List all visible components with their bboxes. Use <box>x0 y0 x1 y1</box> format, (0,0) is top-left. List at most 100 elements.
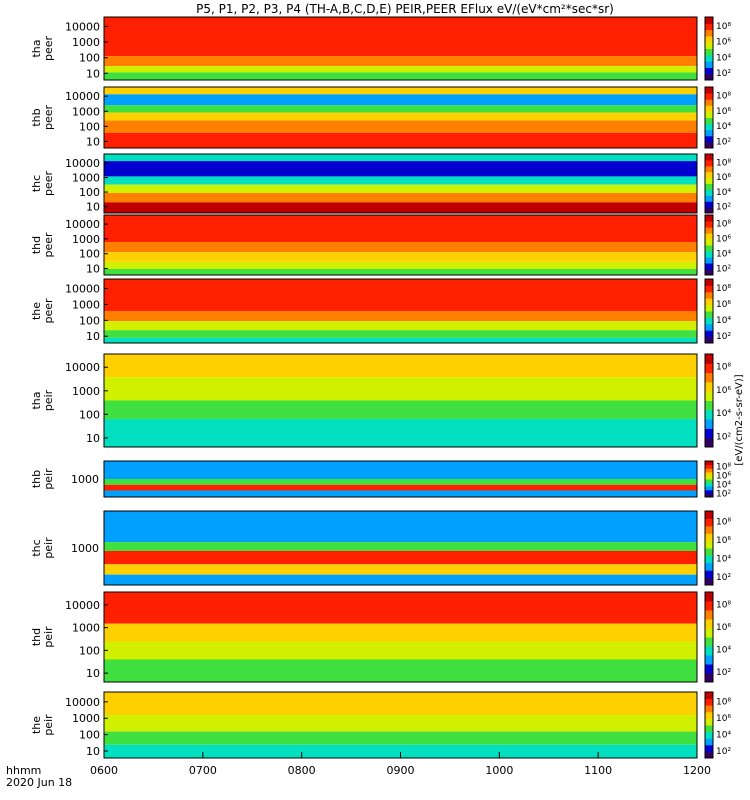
probe-label: thb <box>30 108 43 126</box>
colorbar-segment <box>705 592 713 602</box>
spectrogram-panel: 10 100 1000 10000 thbpeer 10² 10⁴ 10⁶ 10⁸ <box>30 86 731 149</box>
colorbar-segment <box>705 475 713 480</box>
colorbar-segment <box>705 207 713 214</box>
panel-label: thepeer <box>30 298 55 324</box>
colorbar-segment <box>705 42 713 49</box>
spectrogram-band <box>104 692 697 716</box>
colorbar-segment <box>705 154 713 161</box>
colorbar-segment <box>705 562 713 571</box>
colorbar-segment <box>705 239 713 246</box>
y-tick-label: 10000 <box>65 283 100 296</box>
spectrogram-band <box>104 321 697 331</box>
panel-label: thbpeer <box>30 105 55 131</box>
colorbar-segment <box>705 744 713 752</box>
time-axis-label: hhmm <box>6 764 41 777</box>
colorbar-segment <box>705 419 713 429</box>
colorbar-tick-label: 10⁶ <box>716 623 731 633</box>
y-tick-label: 1000 <box>71 473 99 486</box>
probe-label: thc <box>30 175 43 192</box>
colorbar-frame <box>704 510 714 586</box>
colorbar-segment <box>705 464 713 469</box>
colorbar-tick-label: 10⁴ <box>716 122 731 132</box>
colorbar-segment <box>705 227 713 234</box>
colorbar-tick-label: 10² <box>716 265 731 275</box>
colorbar-tick-label: 10⁶ <box>716 107 731 117</box>
colorbar-segment <box>705 54 713 62</box>
colorbar-segment <box>705 311 713 318</box>
colorbar-tick-label: 10⁴ <box>716 316 731 326</box>
y-tick-label: 10000 <box>65 157 100 170</box>
panel-label: thapeer <box>30 36 55 62</box>
colorbar-segment <box>705 87 713 94</box>
colorbar-segment <box>705 493 713 498</box>
colorbar-segment <box>705 738 713 746</box>
colorbar-segment <box>705 201 713 208</box>
colorbar-segment <box>705 105 713 112</box>
probe-label: thb <box>30 470 43 488</box>
spectrogram-band <box>104 112 697 121</box>
colorbar-segment <box>705 336 713 344</box>
spectrogram-panel: 10 100 1000 10000 thdpeir 10² 10⁴ 10⁶ 10⁸ <box>30 591 731 683</box>
x-tick-label: 1000 <box>485 764 513 777</box>
colorbar-tick-label: 10⁶ <box>716 38 731 48</box>
colorbar-segment <box>705 263 713 270</box>
panel-label: thcpeer <box>30 171 55 197</box>
colorbar-tick-label: 10⁸ <box>716 22 731 32</box>
y-tick-label: 1000 <box>72 622 100 635</box>
spectrogram-panel: 10 100 1000 10000 thepeir 10² 10⁴ 10⁶ 10⁸ <box>30 691 731 759</box>
colorbar-segment <box>705 533 713 542</box>
spectrogram-band <box>104 542 697 551</box>
spectrogram-band <box>104 215 697 242</box>
colorbar-tick-label: 10⁴ <box>716 730 731 740</box>
colorbar-segment <box>705 177 713 184</box>
colorbar-frame <box>704 353 714 448</box>
colorbar-segment <box>705 363 713 374</box>
colorbar-tick-label: 10⁴ <box>716 53 731 63</box>
colorbar-segment <box>705 233 713 240</box>
colorbar-segment <box>705 245 713 252</box>
x-tick-label: 0900 <box>387 764 415 777</box>
colorbar-segment <box>705 304 713 312</box>
spectrogram-band <box>104 66 697 73</box>
colorbar-segment <box>705 330 713 338</box>
colorbar-segment <box>705 711 713 719</box>
colorbar-segment <box>705 317 713 325</box>
spectrogram-band <box>104 354 697 378</box>
spectrogram-band <box>104 252 697 262</box>
colorbar-frame <box>704 16 714 81</box>
y-tick-label: 100 <box>79 644 100 657</box>
spectrogram-band <box>104 161 697 177</box>
colorbar-tick-label: 10² <box>716 69 731 79</box>
colorbar-tick-label: 10² <box>716 490 731 500</box>
spectrogram-band <box>104 192 697 203</box>
y-tick-label: 10000 <box>65 696 100 709</box>
spectrogram-band <box>104 269 697 275</box>
colorbar-frame <box>704 153 714 214</box>
colorbar-segment <box>705 17 713 24</box>
colorbar-segment <box>705 291 713 299</box>
y-tick-label: 100 <box>79 408 100 421</box>
y-tick-label: 100 <box>79 314 100 327</box>
colorbar-tick-label: 10⁸ <box>716 92 731 102</box>
panel-frame <box>103 591 698 683</box>
probe-label: thc <box>30 539 43 556</box>
colorbar-tick-label: 10⁴ <box>716 645 731 655</box>
y-tick-label: 10 <box>86 263 100 276</box>
spectrogram-band <box>104 592 697 624</box>
colorbar-segment <box>705 400 713 411</box>
y-tick-label: 10000 <box>65 20 100 33</box>
spectrogram-band <box>104 419 697 447</box>
colorbar-tick-label: 10⁴ <box>716 409 731 419</box>
spectrogram-band <box>104 564 697 575</box>
colorbar-segment <box>705 479 713 484</box>
colorbar-tick-label: 10⁸ <box>716 363 731 373</box>
spectrogram-band <box>104 261 697 269</box>
colorbar-segment <box>705 725 713 733</box>
colorbar-tick-label: 10² <box>716 332 731 342</box>
colorbar-segment <box>705 673 713 683</box>
panel-frame <box>103 16 698 81</box>
colorbar-segment <box>705 111 713 118</box>
species-label: peir <box>42 468 55 490</box>
colorbar-segment <box>705 159 713 167</box>
colorbar-segment <box>705 601 713 611</box>
